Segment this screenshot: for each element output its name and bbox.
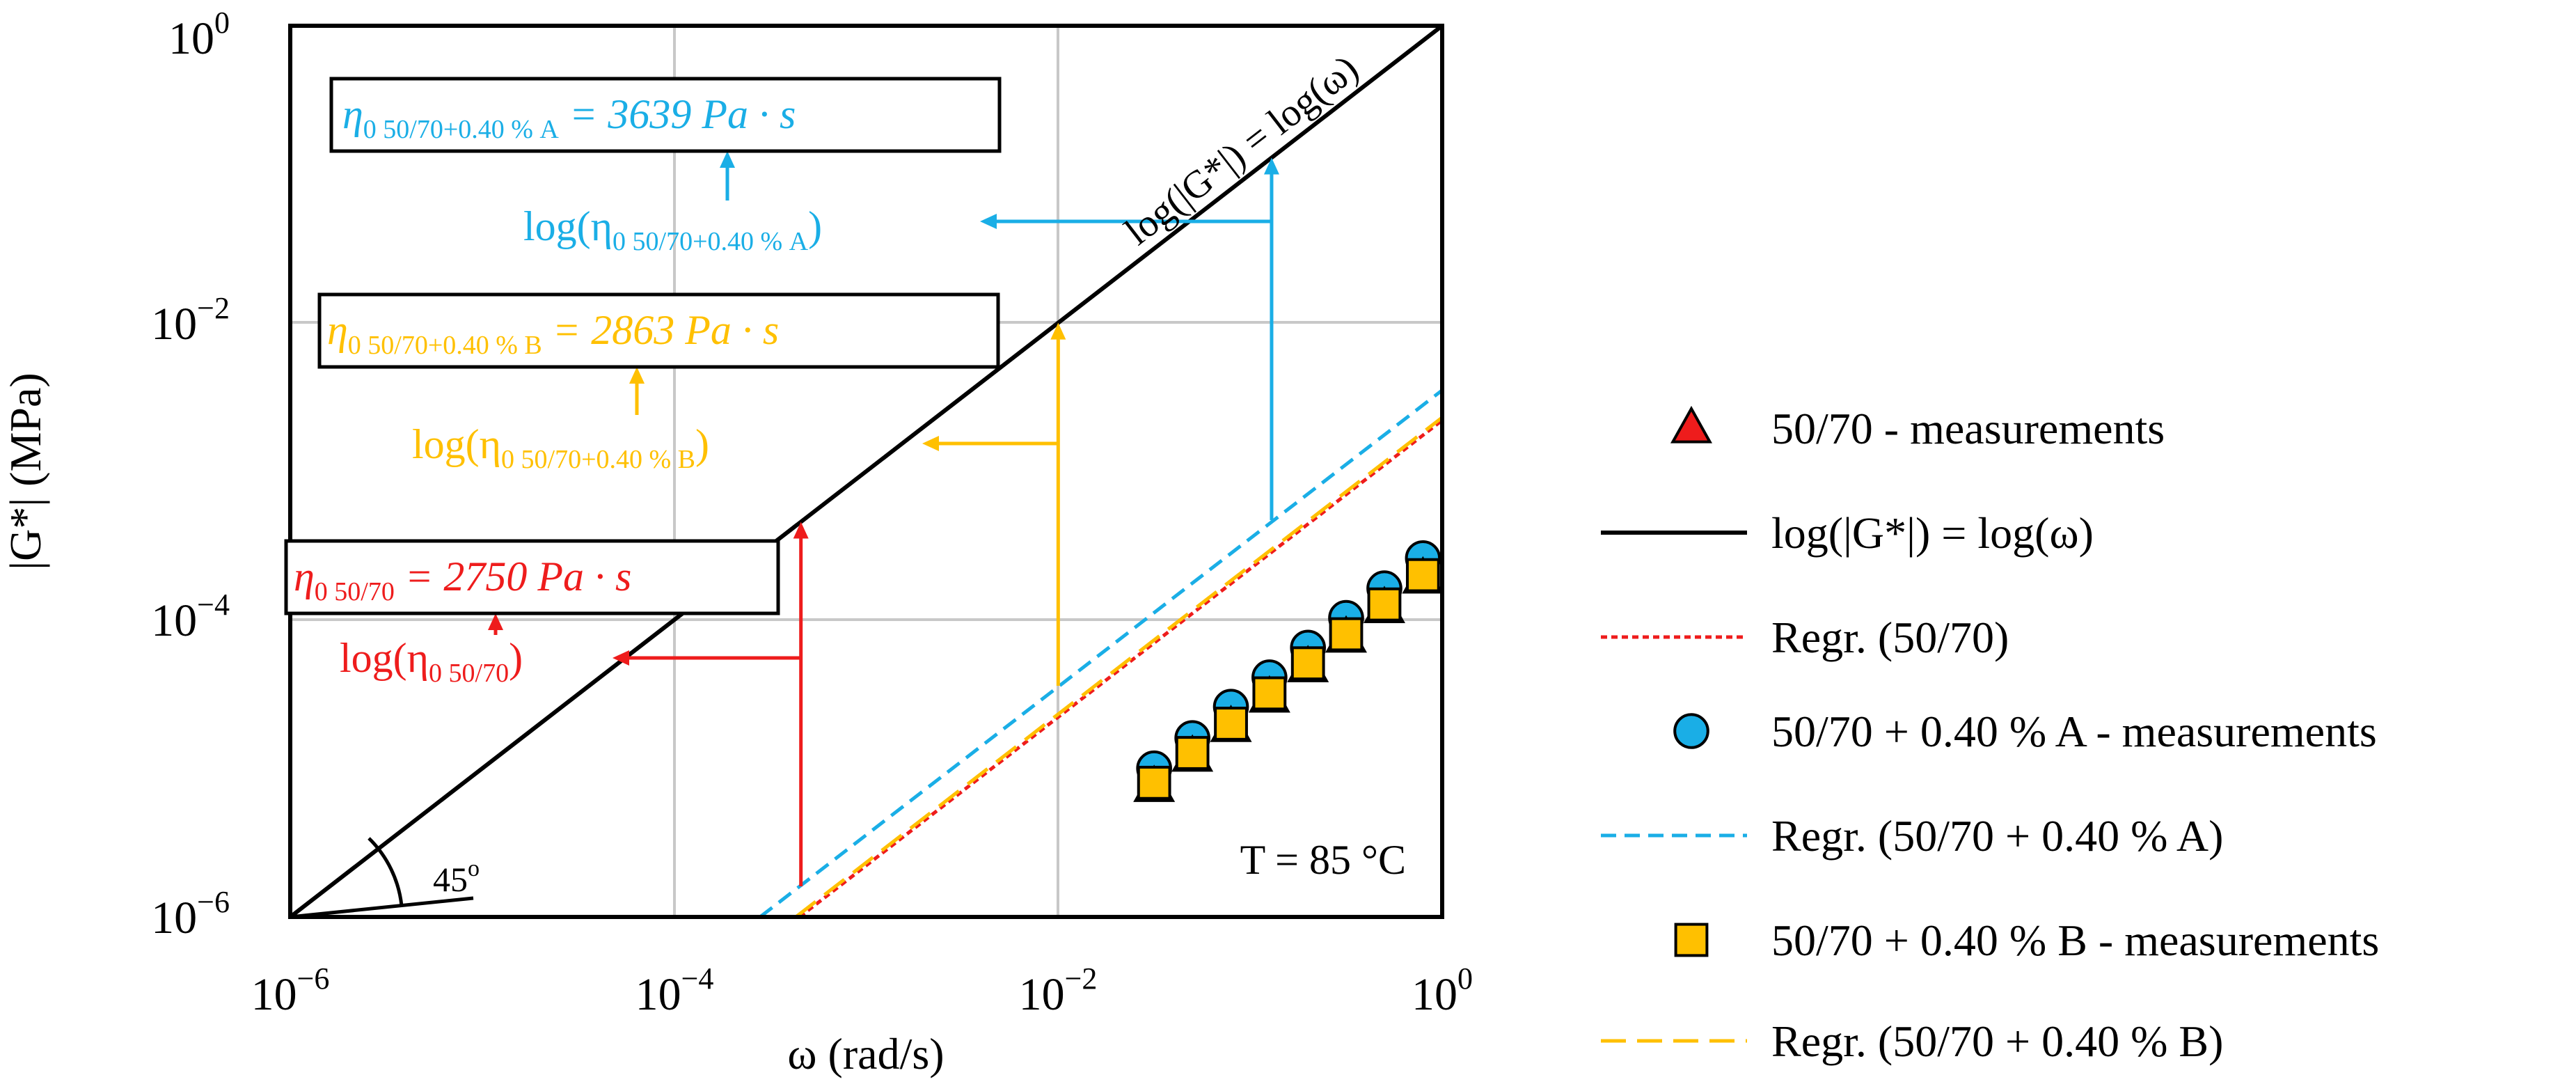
arrow-head xyxy=(613,650,629,666)
data-point xyxy=(1137,765,1171,800)
arrow-head xyxy=(629,367,645,384)
arrow-head xyxy=(488,613,503,630)
legend-label: Regr. (50/70 + 0.40 % B) xyxy=(1771,1017,2223,1066)
arrow-head xyxy=(922,436,939,451)
series-lines xyxy=(290,26,1442,917)
log-eta-label-c: log(η0 50/70) xyxy=(340,635,523,688)
data-point xyxy=(1522,453,1555,486)
legend-label: 50/70 + 0.40 % A - measurements xyxy=(1771,707,2377,756)
data-point xyxy=(1522,470,1554,501)
arrow-head xyxy=(1263,157,1279,175)
y-tick-label: 10−2 xyxy=(151,291,230,350)
x-tick-label: 10−6 xyxy=(251,962,330,1020)
y-tick-label: 100 xyxy=(168,6,230,64)
data-point xyxy=(1252,676,1287,711)
x-tick-label: 100 xyxy=(1412,962,1473,1020)
x-tick-label: 10−4 xyxy=(635,962,714,1020)
legend-label: log(|G*|) = log(ω) xyxy=(1771,508,2094,558)
y-tick-label: 10−4 xyxy=(151,588,230,646)
series-line xyxy=(290,26,1442,917)
data-point xyxy=(1483,482,1517,516)
annotation-box-a: η0 50/70+0.40 % A = 3639 Pa · s xyxy=(329,77,1002,153)
angle-base-line xyxy=(290,896,474,919)
annotation-box-b: η0 50/70+0.40 % B = 2863 Pa · s xyxy=(317,292,1000,369)
legend-label: 50/70 - measurements xyxy=(1771,404,2165,453)
y-axis-ticks: 10−6 10−4 10−2 100 xyxy=(151,6,230,943)
series-line xyxy=(759,388,1442,917)
log-eta-label-b: log(η0 50/70+0.40 % B) xyxy=(412,421,709,474)
data-point xyxy=(1519,469,1556,503)
legend-label: Regr. (50/70 + 0.40 % A) xyxy=(1771,811,2223,861)
arrow-head xyxy=(1050,322,1066,340)
legend: 50/70 - measurements log(|G*|) = log(ω) Re… xyxy=(1601,404,2379,1066)
angle-label: 45o xyxy=(433,856,480,899)
arrow-head xyxy=(793,521,809,539)
legend-swatch xyxy=(1674,923,1709,957)
legend-swatch xyxy=(1673,713,1709,749)
arrow-head xyxy=(980,214,997,229)
angle-arc xyxy=(368,837,404,906)
data-point xyxy=(1446,529,1477,560)
arrow-head xyxy=(720,151,735,168)
annotation-arrows xyxy=(488,151,1279,886)
annotation-box-c: η0 50/70 = 2750 Pa · s xyxy=(284,539,780,615)
log-eta-label-a: log(η0 50/70+0.40 % A) xyxy=(523,203,822,256)
y-axis-label: |G*| (MPa) xyxy=(1,372,50,570)
data-point xyxy=(1367,587,1402,622)
series-line xyxy=(798,418,1442,917)
series-line xyxy=(794,415,1442,917)
legend-label: 50/70 + 0.40 % B - measurements xyxy=(1771,916,2379,965)
x-axis-label: ω (rad/s) xyxy=(787,1029,944,1078)
legend-label: Regr. (50/70) xyxy=(1771,613,2009,662)
x-tick-label: 10−2 xyxy=(1019,962,1098,1020)
data-point xyxy=(1214,707,1248,741)
temperature-label: T = 85 °C xyxy=(1240,837,1406,883)
data-point xyxy=(1405,558,1440,592)
data-point xyxy=(1329,617,1364,652)
legend-swatch xyxy=(1670,405,1713,444)
data-point xyxy=(1175,736,1210,770)
y-tick-label: 10−6 xyxy=(151,885,230,943)
svg-text:η0 50/70+0.40 % A = 3639 Pa ·: η0 50/70+0.40 % A = 3639 Pa · s xyxy=(342,91,796,144)
data-point xyxy=(1485,499,1516,531)
data-point xyxy=(1445,512,1478,546)
svg-text:η0 50/70+0.40 % B = 2863 Pa ·: η0 50/70+0.40 % B = 2863 Pa · s xyxy=(327,307,779,360)
markers xyxy=(1133,453,1556,802)
plot-frame xyxy=(288,24,1444,919)
data-point xyxy=(1290,646,1325,681)
data-point xyxy=(1440,560,1442,565)
x-axis-ticks: 10−6 10−4 10−2 100 xyxy=(251,962,1473,1020)
data-point xyxy=(1481,499,1518,533)
svg-text:η0 50/70 = 2750 Pa · s: η0 50/70 = 2750 Pa · s xyxy=(294,554,631,606)
